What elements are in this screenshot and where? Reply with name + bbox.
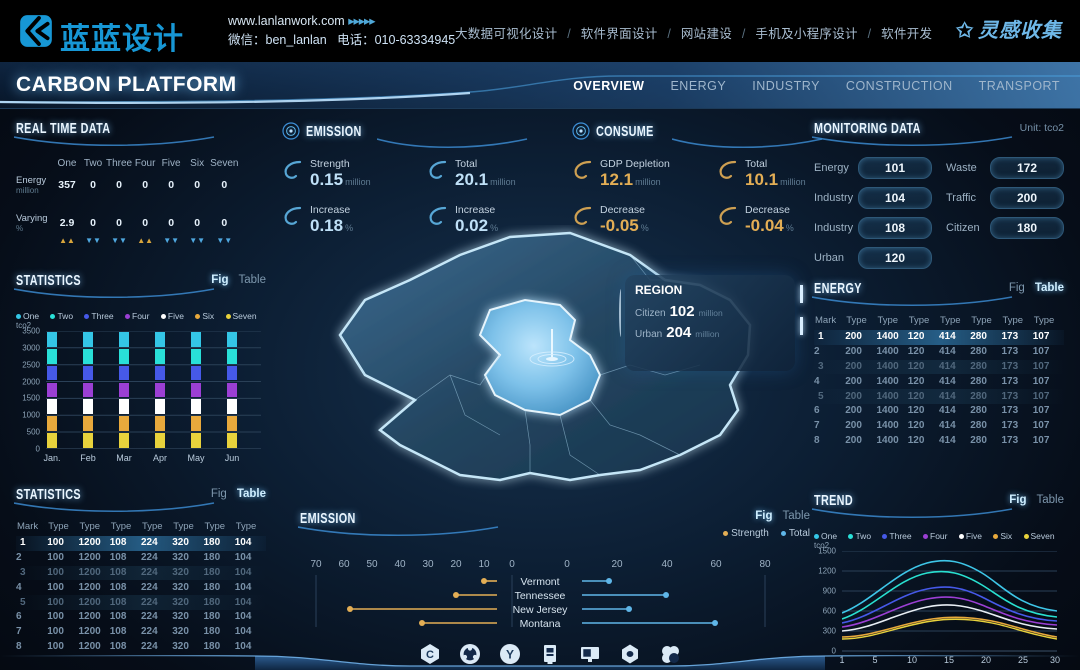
svg-text:Y: Y xyxy=(506,648,514,662)
svg-text:C: C xyxy=(426,649,434,661)
svg-text:Tennessee: Tennessee xyxy=(515,590,566,602)
svg-text:Vermont: Vermont xyxy=(520,576,559,588)
svg-text:New Jersey: New Jersey xyxy=(513,604,569,616)
